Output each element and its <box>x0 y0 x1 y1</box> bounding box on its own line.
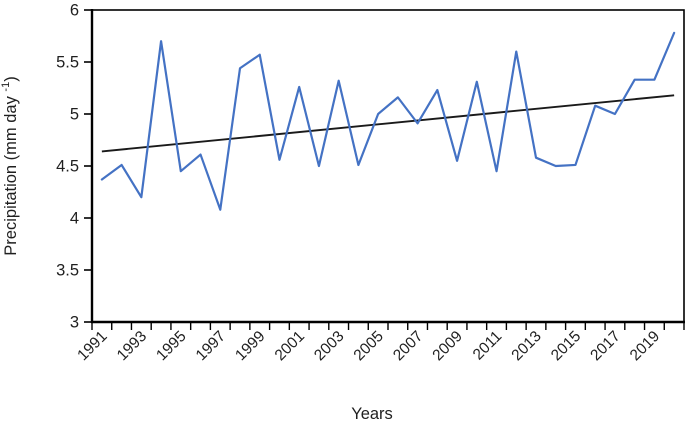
x-tick-label: 1999 <box>232 328 268 364</box>
trend-line <box>101 94 675 153</box>
y-axis-ticks <box>84 9 92 323</box>
x-tick-label: 1995 <box>153 328 189 364</box>
x-tick-label: 2013 <box>508 328 544 364</box>
precipitation-line <box>100 31 676 211</box>
x-tick-label: 1997 <box>193 328 229 364</box>
x-tick-label: 2015 <box>548 328 584 364</box>
y-tick-label: 4.5 <box>56 158 79 176</box>
y-tick-label: 6 <box>70 2 79 20</box>
y-tick-label: 3 <box>70 314 79 332</box>
y-axis-title: Precipitation (mm day -1) <box>0 76 20 255</box>
x-axis-ticks <box>91 322 685 330</box>
trend-line-group <box>101 94 675 153</box>
x-tick-label: 2003 <box>311 328 347 364</box>
x-axis-title: Years <box>351 405 393 423</box>
x-tick-label: 2005 <box>351 328 387 364</box>
y-tick-label: 5.5 <box>56 54 79 72</box>
x-tick-label: 2017 <box>587 328 623 364</box>
x-tick-label: 2019 <box>627 328 663 364</box>
x-tick-label: 1993 <box>114 328 150 364</box>
y-tick-label: 3.5 <box>56 262 79 280</box>
y-tick-label: 4 <box>70 210 79 228</box>
x-axis-tick-labels: 1991 1993 1995 1997 1999 2001 2003 2005 2007 2009… <box>74 328 663 364</box>
x-tick-label: 2009 <box>429 328 465 364</box>
y-tick-label: 5 <box>70 106 79 124</box>
x-tick-label: 2011 <box>470 328 506 364</box>
data-series-group <box>100 31 676 211</box>
y-axis-tick-labels: 3 3.5 4 4.5 5 5.5 6 <box>56 2 79 332</box>
x-tick-label: 2007 <box>390 328 426 364</box>
x-tick-label: 2001 <box>272 328 308 364</box>
x-tick-label: 1991 <box>74 328 110 364</box>
